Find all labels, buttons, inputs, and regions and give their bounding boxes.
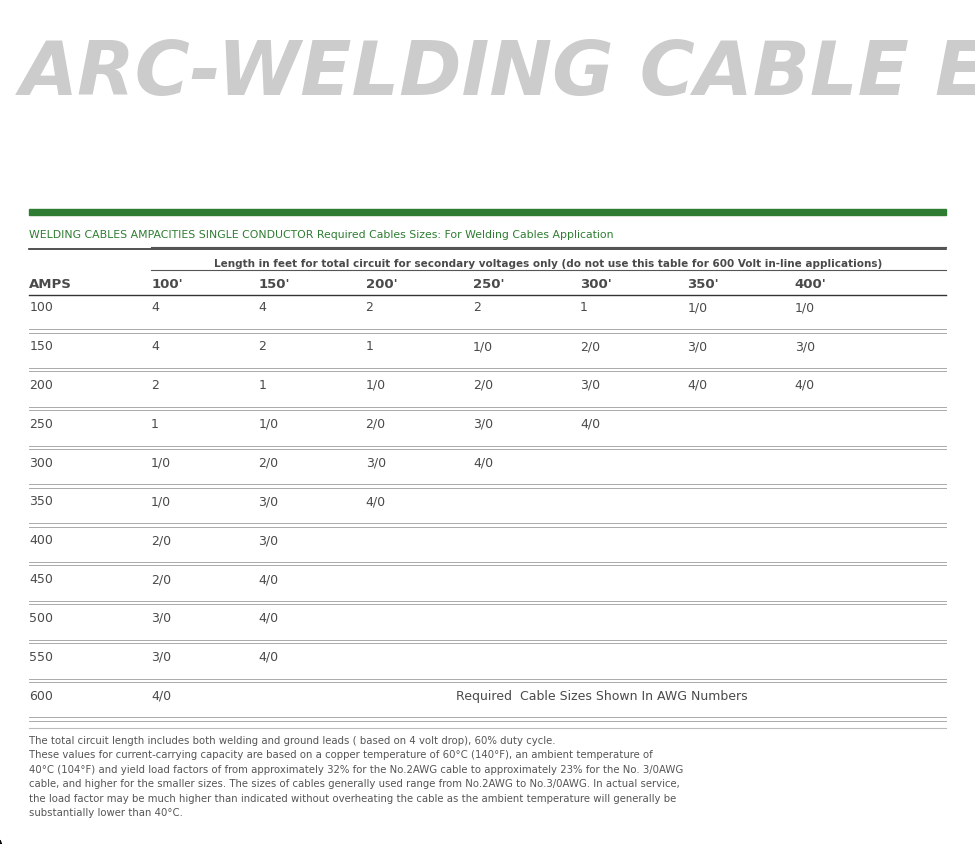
Text: 2/0: 2/0 — [580, 340, 601, 353]
Text: ARC-WELDING CABLE EP: ARC-WELDING CABLE EP — [20, 38, 975, 111]
Text: 4/0: 4/0 — [687, 379, 708, 392]
Text: 450: 450 — [29, 573, 53, 586]
Text: 100': 100' — [151, 278, 182, 290]
Text: 4/0: 4/0 — [258, 612, 279, 625]
Text: 3/0: 3/0 — [473, 418, 493, 430]
Text: The total circuit length includes both welding and ground leads ( based on 4 vol: The total circuit length includes both w… — [29, 736, 683, 818]
Text: 300': 300' — [580, 278, 612, 290]
Text: 2/0: 2/0 — [366, 418, 386, 430]
Text: 4: 4 — [151, 301, 159, 314]
Text: 550: 550 — [29, 651, 54, 663]
Text: Required  Cable Sizes Shown In AWG Numbers: Required Cable Sizes Shown In AWG Number… — [456, 690, 748, 702]
Text: 1: 1 — [258, 379, 266, 392]
Text: 150': 150' — [258, 278, 290, 290]
Text: 3/0: 3/0 — [580, 379, 601, 392]
Text: 400: 400 — [29, 534, 53, 547]
Text: 4: 4 — [151, 340, 159, 353]
Text: 3/0: 3/0 — [151, 612, 172, 625]
Text: 500: 500 — [29, 612, 54, 625]
Text: 4/0: 4/0 — [473, 457, 493, 469]
Text: 4/0: 4/0 — [258, 651, 279, 663]
Text: 1/0: 1/0 — [366, 379, 386, 392]
Text: 350: 350 — [29, 495, 53, 508]
Text: 200: 200 — [29, 379, 53, 392]
Text: 1/0: 1/0 — [687, 301, 708, 314]
Text: 1: 1 — [366, 340, 373, 353]
Text: 600: 600 — [29, 690, 53, 702]
Text: 2/0: 2/0 — [258, 457, 279, 469]
Text: AMPS: AMPS — [29, 278, 72, 290]
Text: 2: 2 — [366, 301, 373, 314]
Text: 200': 200' — [366, 278, 397, 290]
Text: 1: 1 — [580, 301, 588, 314]
Text: 150: 150 — [29, 340, 53, 353]
Text: 4/0: 4/0 — [580, 418, 601, 430]
Text: WELDING CABLES AMPACITIES SINGLE CONDUCTOR Required Cables Sizes: For Welding Ca: WELDING CABLES AMPACITIES SINGLE CONDUCT… — [29, 230, 613, 241]
Text: 2: 2 — [258, 340, 266, 353]
Text: 3/0: 3/0 — [795, 340, 815, 353]
Text: Length in feet for total circuit for secondary voltages only (do not use this ta: Length in feet for total circuit for sec… — [214, 259, 882, 269]
Text: 2: 2 — [151, 379, 159, 392]
Text: 3/0: 3/0 — [366, 457, 386, 469]
Text: 3/0: 3/0 — [258, 495, 279, 508]
Text: 1/0: 1/0 — [151, 495, 172, 508]
Text: 4/0: 4/0 — [795, 379, 815, 392]
Text: 4/0: 4/0 — [151, 690, 172, 702]
Text: 1/0: 1/0 — [473, 340, 493, 353]
Text: 400': 400' — [795, 278, 827, 290]
Text: 100: 100 — [29, 301, 53, 314]
Text: 3/0: 3/0 — [258, 534, 279, 547]
Text: 4: 4 — [258, 301, 266, 314]
Text: 3/0: 3/0 — [687, 340, 708, 353]
Text: 1/0: 1/0 — [151, 457, 172, 469]
Text: 2: 2 — [473, 301, 481, 314]
Text: 2/0: 2/0 — [151, 534, 172, 547]
Text: 300: 300 — [29, 457, 53, 469]
Text: 1: 1 — [151, 418, 159, 430]
Text: 4/0: 4/0 — [258, 573, 279, 586]
Text: 2/0: 2/0 — [151, 573, 172, 586]
Text: 250': 250' — [473, 278, 504, 290]
Text: 250: 250 — [29, 418, 53, 430]
Text: 1/0: 1/0 — [258, 418, 279, 430]
Text: 2/0: 2/0 — [473, 379, 493, 392]
Text: 3/0: 3/0 — [151, 651, 172, 663]
Text: 350': 350' — [687, 278, 719, 290]
Text: 4/0: 4/0 — [366, 495, 386, 508]
Text: 1/0: 1/0 — [795, 301, 815, 314]
